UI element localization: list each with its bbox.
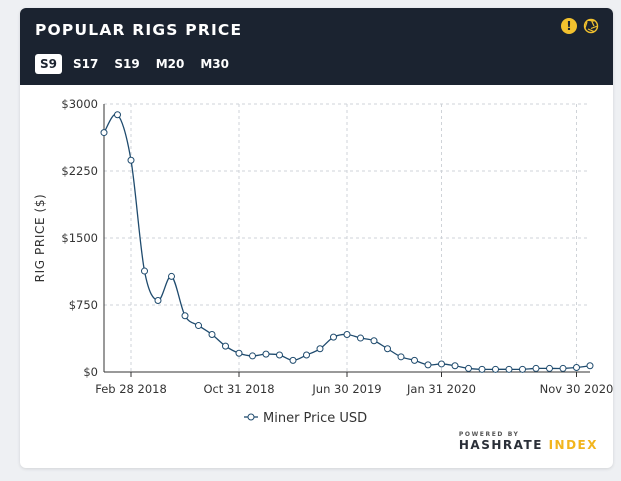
aperture-icon[interactable] [583, 18, 599, 34]
y-tick-label: $2250 [61, 164, 98, 178]
data-point [181, 312, 189, 320]
y-tick-label: $3000 [61, 97, 98, 111]
data-point [195, 322, 202, 330]
data-point [222, 342, 229, 350]
data-point [505, 365, 513, 373]
x-tick-label: Nov 30 2020 [540, 382, 613, 396]
x-tick-label: Jun 30 2019 [311, 382, 381, 396]
data-point [208, 330, 216, 338]
line-chart: $0 $750 $1500 $2250 $3000 Feb 28 2018 Oct 31 2… [33, 97, 613, 426]
data-point [424, 361, 432, 369]
data-point [303, 351, 310, 359]
data-point [114, 111, 121, 119]
tab-m30[interactable]: M30 [200, 57, 229, 71]
data-point [559, 364, 567, 372]
data-point [100, 129, 108, 137]
data-point [438, 360, 445, 368]
powered-by-text: POWERED BY [458, 431, 520, 438]
data-point [316, 345, 324, 353]
data-point [141, 267, 148, 275]
data-point [478, 365, 486, 373]
x-tick-label: Feb 28 2018 [95, 382, 167, 396]
data-point [357, 334, 364, 342]
y-axis-label: RIG PRICE ($) [33, 194, 47, 283]
data-point [343, 330, 351, 338]
chart-card: POPULAR RIGS PRICE ! S9 S17 S19 M20 M30 … [20, 8, 613, 468]
legend-marker [247, 413, 255, 421]
header-icons: ! [561, 18, 599, 34]
brand-name-accent: INDEX [548, 438, 598, 452]
card-title: POPULAR RIGS PRICE [35, 21, 243, 39]
data-point [276, 351, 283, 359]
data-point [154, 297, 162, 305]
data-point [262, 350, 270, 358]
data-point [451, 362, 459, 370]
data-point [289, 356, 297, 364]
y-tick-label: $1500 [61, 231, 98, 245]
brand-name-main: HASHRATE [458, 438, 543, 452]
data-point [330, 333, 337, 341]
legend-label: Miner Price USD [263, 411, 367, 426]
x-tick-label: Oct 31 2018 [203, 382, 274, 396]
y-tick-label: $0 [83, 365, 98, 379]
data-point [532, 364, 540, 372]
data-point [384, 345, 391, 353]
data-point [168, 272, 175, 280]
card-header: POPULAR RIGS PRICE ! S9 S17 S19 M20 M30 [20, 8, 613, 85]
data-point [127, 156, 135, 164]
tab-m20[interactable]: M20 [155, 57, 185, 71]
rig-tabs: S9 S17 S19 M20 M30 [35, 54, 234, 74]
brand-logo: POWERED BY HASHRATE INDEX [459, 431, 598, 452]
data-point [397, 353, 405, 361]
data-point [411, 356, 418, 364]
data-point [573, 364, 580, 372]
data-point [249, 352, 256, 360]
data-point [586, 362, 594, 370]
tab-s17[interactable]: S17 [73, 57, 99, 71]
data-point [546, 364, 553, 372]
data-point [370, 337, 378, 345]
data-point [465, 364, 472, 372]
data-point [235, 349, 243, 357]
y-tick-label: $750 [69, 298, 98, 312]
data-point [492, 365, 499, 373]
x-tick-label: Jan 31 2020 [406, 382, 476, 396]
warning-icon[interactable]: ! [561, 18, 577, 34]
brand-name: HASHRATE INDEX [459, 438, 598, 452]
tab-s9[interactable]: S9 [35, 54, 62, 74]
tab-s19[interactable]: S19 [114, 57, 140, 71]
data-point [519, 365, 526, 373]
